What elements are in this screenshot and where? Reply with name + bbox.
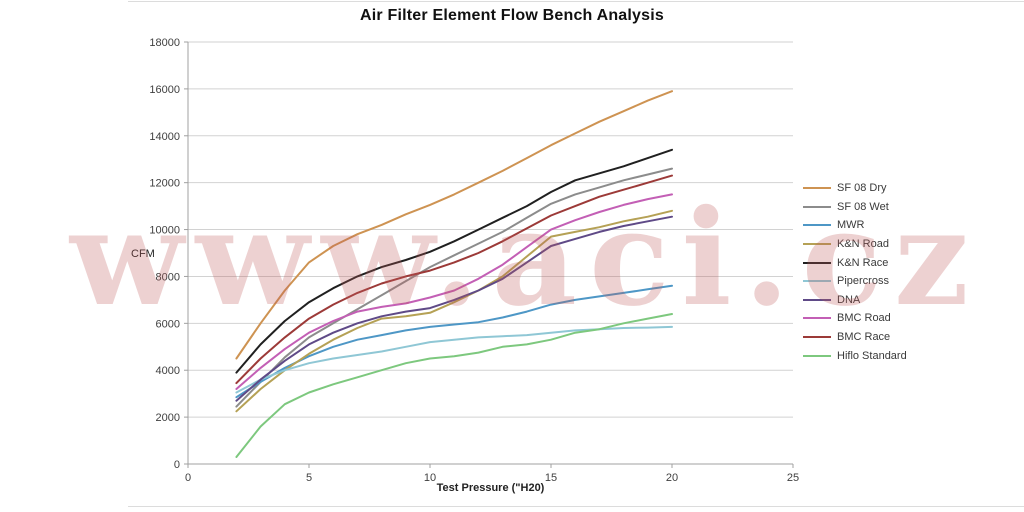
legend-swatch-icon [803,317,831,320]
legend-swatch-icon [803,243,831,246]
legend-swatch-icon [803,280,831,283]
x-tick-label-20: 20 [666,472,678,484]
x-tick-label-0: 0 [185,472,191,484]
y-tick-label-6000: 6000 [156,318,180,330]
x-tick-label-15: 15 [545,472,557,484]
photo-bottom-edge [128,506,1024,507]
legend-label: DNA [837,293,861,306]
legend-swatch-icon [803,298,831,301]
legend-label: BMC Race [837,331,891,344]
y-tick-label-14000: 14000 [149,131,180,143]
x-tick-label-10: 10 [424,472,436,484]
y-tick-label-2000: 2000 [156,412,180,424]
x-axis-label: Test Pressure ("H20) [436,482,545,494]
legend: SF 08 Dry SF 08 Wet MWR K&N Road K&N Race Pip… [803,179,907,365]
legend-item-pipercross: Pipercross [803,272,907,291]
legend-swatch-icon [803,261,831,264]
legend-item-sf-08-wet: SF 08 Wet [803,198,907,217]
y-tick-label-4000: 4000 [156,365,180,377]
legend-item-bmc-race: BMC Race [803,328,907,347]
y-tick-label-10000: 10000 [149,225,180,237]
legend-label: SF 08 Wet [837,200,889,213]
series-line-hiflo-standard [235,313,673,458]
y-tick-label-12000: 12000 [149,178,180,190]
series-line-sf-08-wet [235,167,673,408]
y-tick-label-0: 0 [174,459,180,471]
legend-label: K&N Road [837,238,889,251]
legend-item-mwr: MWR [803,216,907,235]
legend-item-sf-08-dry: SF 08 Dry [803,179,907,198]
legend-swatch-icon [803,354,831,357]
legend-item-dna: DNA [803,291,907,310]
legend-swatch-icon [803,336,831,339]
series-line-mwr [235,284,673,399]
series-line-k-n-road [235,209,673,413]
x-tick-label-5: 5 [306,472,312,484]
legend-swatch-icon [803,224,831,227]
legend-item-bmc-road: BMC Road [803,309,907,328]
chart-title: Air Filter Element Flow Bench Analysis [360,7,664,24]
legend-item-k-n-road: K&N Road [803,235,907,254]
legend-label: K&N Race [837,256,889,269]
legend-item-k-n-race: K&N Race [803,253,907,272]
series-line-bmc-race [235,174,673,385]
legend-label: Pipercross [837,275,889,288]
y-tick-label-16000: 16000 [149,84,180,96]
legend-label: BMC Road [837,312,891,325]
y-tick-label-18000: 18000 [149,37,180,49]
legend-label: Hiflo Standard [837,349,907,362]
legend-swatch-icon [803,205,831,208]
y-axis-label: CFM [131,248,155,260]
photo-top-edge [128,1,1024,2]
series-line-dna [235,215,673,402]
legend-swatch-icon [803,187,831,190]
series-line-sf-08-dry [235,90,673,360]
series-line-k-n-race [235,148,673,374]
x-tick-label-25: 25 [787,472,799,484]
legend-label: MWR [837,219,865,232]
y-tick-label-8000: 8000 [156,271,180,283]
legend-label: SF 08 Dry [837,182,887,195]
legend-item-hiflo-standard: Hiflo Standard [803,346,907,365]
series-line-bmc-road [235,193,673,390]
